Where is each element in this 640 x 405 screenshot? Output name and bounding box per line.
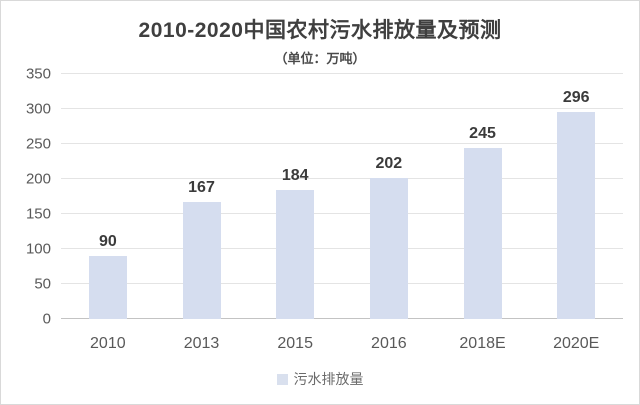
chart-subtitle: （单位：万吨） (274, 51, 366, 66)
gridline (61, 213, 623, 214)
bar (88, 256, 127, 319)
bar-value-label: 184 (281, 167, 309, 185)
gridline (61, 283, 623, 284)
bar-group: 184 (248, 74, 342, 319)
legend-swatch-icon (276, 373, 288, 385)
bar-group: 245 (436, 74, 530, 319)
x-tick-label: 2010 (90, 335, 126, 352)
x-tick-label: 2015 (277, 335, 313, 352)
bar (369, 177, 408, 319)
gridline (61, 248, 623, 249)
bar-value-label: 90 (98, 233, 117, 250)
gridline (61, 143, 623, 144)
gridline (61, 73, 623, 74)
legend-label: 污水排放量 (293, 371, 364, 387)
bar-group: 296 (529, 74, 623, 319)
x-axis: 2010 2013 2015 2016 2018E 2020E (61, 335, 623, 353)
x-tick-label: 2020E (553, 335, 600, 352)
bar (276, 190, 315, 319)
plot-area: 350 300 250 200 150 100 50 0 90 167 184 202 245 296 (15, 67, 623, 327)
y-tick-label: 250 (25, 135, 51, 153)
gridline (61, 178, 623, 179)
bar-group: 202 (342, 74, 436, 319)
bar-value-label: 296 (562, 88, 590, 106)
bar-value-label: 202 (375, 154, 403, 172)
y-tick-label: 200 (25, 170, 51, 188)
y-tick-label: 0 (42, 310, 51, 328)
x-tick-label: 2018E (459, 335, 506, 352)
x-tick-label: 2013 (183, 335, 220, 352)
bar (463, 147, 502, 319)
plot-grid: 90 167 184 202 245 296 (61, 73, 623, 319)
y-tick-label: 150 (25, 205, 51, 223)
x-axis-line (61, 318, 623, 319)
y-tick-label: 300 (25, 100, 51, 118)
x-tick-label: 2016 (371, 335, 407, 352)
y-tick-label: 350 (25, 65, 51, 83)
bar (557, 111, 596, 319)
legend: 污水排放量 (1, 369, 639, 389)
bar-value-label: 245 (469, 124, 496, 142)
bar-series: 90 167 184 202 245 296 (61, 74, 623, 319)
y-tick-label: 100 (25, 240, 51, 258)
gridline (61, 108, 623, 109)
bar-group: 90 (61, 74, 155, 319)
chart-title: 2010-2020中国农村污水排放量及预测 (138, 19, 502, 42)
y-tick-label: 50 (34, 275, 51, 293)
bar (182, 202, 221, 319)
bar-value-label: 167 (188, 179, 215, 197)
bar-group: 167 (155, 74, 249, 319)
